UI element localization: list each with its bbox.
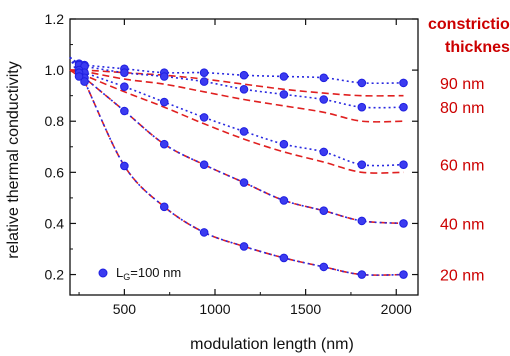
data-point	[239, 84, 249, 94]
model-curve	[69, 69, 404, 97]
dotted-fit-curve	[69, 56, 404, 276]
model-curve	[69, 69, 404, 225]
series-label: 80 nm	[440, 100, 484, 117]
series-label: 20 nm	[440, 268, 484, 285]
data-point	[357, 270, 367, 279]
data-point	[399, 270, 408, 279]
x-axis-ticks: 500 1000 1500 2000	[78, 19, 412, 317]
legend-label-main: L	[116, 265, 123, 280]
y-tick-label: 1.0	[45, 62, 65, 78]
data-point	[120, 106, 129, 116]
data-point	[80, 77, 89, 86]
y-tick-label: 0.8	[45, 113, 65, 129]
model-curve	[69, 69, 404, 123]
data-point	[279, 72, 289, 81]
data-point	[357, 160, 367, 169]
data-point	[399, 160, 408, 169]
x-tick-label: 2000	[381, 301, 412, 317]
legend-label-rest: =100 nm	[130, 265, 181, 280]
data-points	[74, 59, 408, 279]
y-tick-label: 1.2	[45, 11, 65, 27]
annotation-title-line2: thickness	[445, 39, 510, 56]
dotted-fit-curves	[69, 56, 404, 276]
y-axis-title: relative thermal conductivity	[5, 61, 22, 258]
data-point	[357, 102, 367, 112]
data-point	[319, 95, 329, 104]
x-tick-label: 1000	[199, 301, 230, 317]
series-labels: 90 nm 80 nm 60 nm 40 nm 20 nm	[440, 76, 484, 285]
legend-marker	[98, 268, 108, 278]
data-point	[319, 262, 329, 272]
data-point	[239, 178, 249, 187]
dotted-fit-curve	[69, 56, 404, 85]
legend-label: LG=100 nm	[116, 265, 181, 282]
data-point	[319, 73, 329, 83]
data-point	[279, 139, 289, 149]
data-point	[120, 68, 129, 77]
data-point	[357, 216, 367, 226]
data-point	[279, 196, 289, 205]
y-axis-ticks: 0.2 0.4 0.6 0.8 1.0 1.2	[45, 11, 418, 283]
legend-label-sub: G	[123, 272, 130, 282]
legend: LG=100 nm	[98, 265, 181, 282]
y-tick-label: 0.4	[45, 215, 65, 231]
data-point	[239, 70, 249, 80]
data-point	[319, 147, 329, 157]
data-point	[279, 90, 289, 99]
data-point	[199, 113, 209, 122]
data-point	[199, 160, 209, 169]
annotation-title-line1: constriction	[428, 16, 510, 33]
data-point	[357, 78, 367, 88]
dotted-fit-curve	[69, 56, 404, 109]
data-point	[239, 242, 249, 251]
x-tick-label: 500	[113, 301, 137, 317]
y-tick-label: 0.2	[45, 267, 65, 283]
plot-area-border	[69, 18, 419, 296]
data-point	[239, 127, 249, 136]
plot-frame	[69, 18, 419, 296]
data-point	[74, 72, 84, 81]
data-point	[199, 68, 209, 77]
dotted-fit-curve	[69, 56, 404, 167]
data-point	[319, 206, 329, 215]
data-point	[399, 219, 408, 228]
data-point	[199, 228, 209, 237]
series-label: 90 nm	[440, 76, 484, 93]
data-point	[159, 97, 169, 107]
data-point	[120, 82, 129, 92]
data-point	[159, 139, 169, 149]
data-point	[159, 202, 169, 212]
y-tick-label: 0.6	[45, 164, 65, 180]
x-axis-title: modulation length (nm)	[190, 336, 354, 353]
x-tick-label: 1500	[290, 301, 321, 317]
data-point	[159, 72, 169, 81]
data-point	[120, 161, 129, 171]
series-label: 40 nm	[440, 216, 484, 233]
data-point	[279, 253, 289, 263]
data-point	[199, 77, 209, 86]
series-label: 60 nm	[440, 158, 484, 175]
model-curve	[69, 69, 404, 174]
data-point	[399, 102, 408, 112]
data-point	[399, 78, 408, 88]
